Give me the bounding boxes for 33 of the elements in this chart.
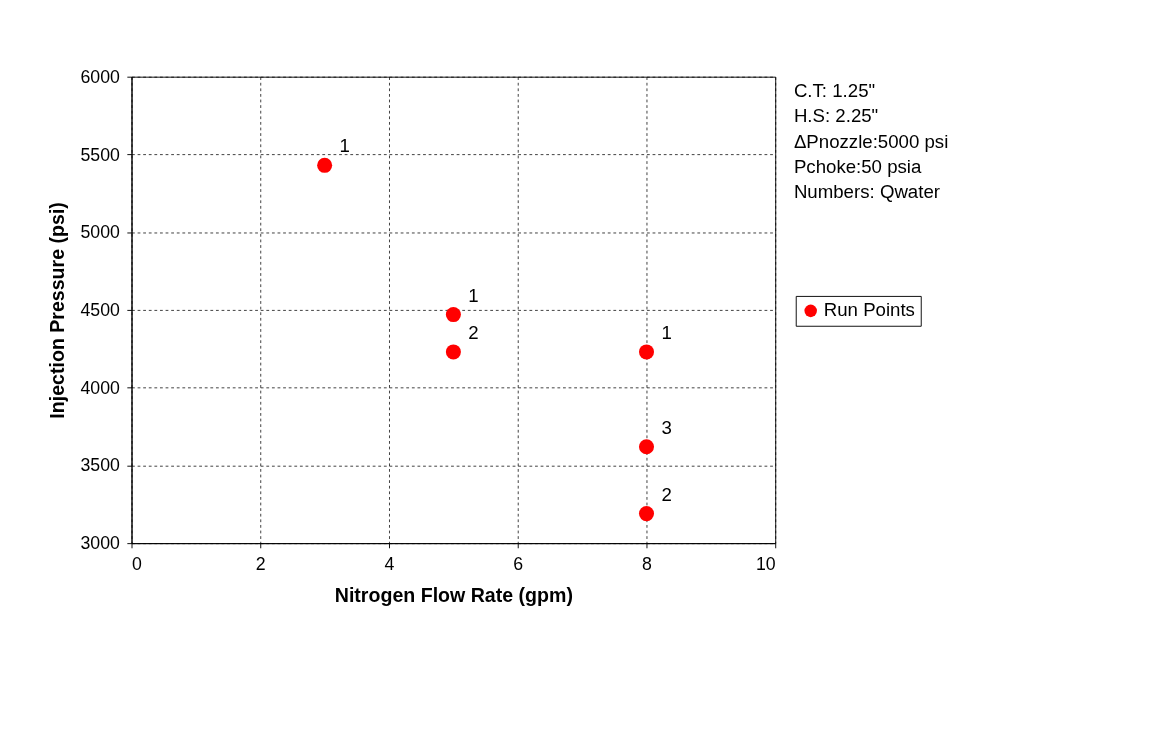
- annotation: 2: [661, 483, 672, 505]
- y-axis-title: Injection Pressure (psi): [45, 202, 68, 419]
- y-tick-label: 5000: [80, 222, 121, 243]
- point: [445, 344, 461, 360]
- point: [638, 439, 655, 455]
- text: ΔPnozzle:5000 psi: [793, 130, 949, 152]
- x-tick-label: 0: [132, 553, 143, 574]
- x-tick-label: 10: [755, 553, 776, 574]
- y-tick-label: 3000: [80, 533, 121, 554]
- x-axis-title: Nitrogen Flow Rate (gpm): [334, 584, 573, 607]
- annotation: 1: [661, 321, 672, 343]
- x-tick-label: 4: [384, 553, 395, 574]
- point: [638, 506, 655, 522]
- annotation: 1: [339, 135, 350, 157]
- point: [317, 157, 333, 173]
- x-tick-label: 8: [642, 553, 653, 574]
- y-tick-label: 4500: [80, 300, 121, 320]
- text: Pchoke:50 psia: [793, 155, 922, 177]
- annotation: 3: [661, 416, 672, 438]
- y-tick-label: 3500: [80, 455, 121, 476]
- x-tick-label: 2: [255, 553, 266, 574]
- x-tick-label: 6: [513, 553, 524, 574]
- annotation: 2: [468, 321, 479, 343]
- y-tick-label: 6000: [80, 66, 121, 87]
- annotation: 1: [468, 284, 479, 306]
- text: H.S: 2.25": [793, 105, 879, 127]
- y-tick-label: 5500: [80, 144, 121, 165]
- text: C.T: 1.25": [793, 80, 876, 102]
- point: [638, 344, 655, 360]
- point: [445, 307, 461, 323]
- text: Numbers: Qwater: [793, 180, 940, 202]
- legend-label: Run Points: [823, 299, 915, 321]
- y-tick-label: 4000: [80, 377, 121, 398]
